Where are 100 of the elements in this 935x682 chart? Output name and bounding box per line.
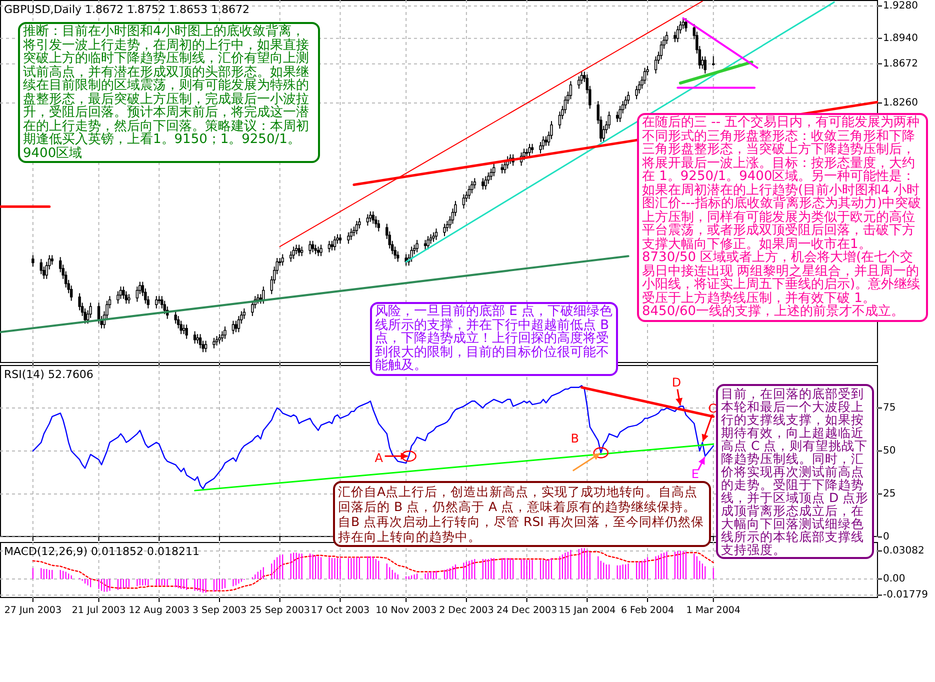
candlestick (618, 105, 622, 123)
candlestick (473, 178, 476, 190)
x-tick-label: 17 Oct 2003 (310, 605, 370, 616)
candlestick (218, 334, 221, 344)
candlestick (643, 67, 646, 84)
x-tick-label: 15 Jan 2004 (558, 605, 616, 616)
candlestick (212, 337, 216, 349)
candlestick (542, 136, 545, 150)
candlestick (396, 250, 400, 262)
candlestick (182, 324, 186, 335)
x-tick-label: 12 Aug 2003 (128, 605, 190, 616)
x-tick-label: 25 Sep 2003 (250, 605, 310, 616)
candlestick (468, 185, 471, 200)
x-tick-label: 3 Sep 2003 (192, 605, 247, 616)
candlestick (128, 294, 130, 304)
candlestick (119, 286, 122, 300)
candlestick (292, 246, 295, 260)
candlestick (242, 308, 246, 320)
candlestick (578, 76, 580, 90)
candlestick (608, 111, 610, 130)
candlestick (204, 340, 208, 353)
candlestick (294, 244, 298, 255)
candlestick (482, 178, 484, 190)
candlestick (237, 316, 240, 333)
candlestick (180, 320, 182, 335)
candlestick (426, 236, 430, 250)
candlestick (124, 290, 128, 304)
candlestick (163, 300, 166, 315)
candlestick (355, 220, 358, 235)
candlestick (328, 240, 331, 253)
candlestick (372, 210, 375, 224)
candlestick (330, 240, 334, 251)
annotation: A (374, 451, 384, 466)
y-tick-label: 1.8260 (883, 97, 918, 108)
annotation: B (570, 432, 579, 446)
candlestick (665, 31, 668, 45)
candlestick (193, 330, 196, 344)
chart-title: RSI(14) 52.7606 (4, 368, 94, 381)
candlestick (490, 168, 492, 181)
candlestick (196, 334, 199, 344)
candlestick (320, 244, 322, 257)
candlestick (262, 286, 265, 304)
text: 目前，在回落的底部受到本轮和最后一个大波段上行的支撑线支撑，如果按期待有效，向上超越临近高点 C 点，则有望挑战下降趋势压制线。同时，汇价将实现再次测试前高点的走势。受阻于下降趋势线，并于区域顶点 D 点形成顶背离形态成立后，在大幅向下回落测试细绿色线所示的本轮底部支撑线支持强度。 (721, 386, 869, 557)
candlestick (374, 216, 378, 228)
candlestick (369, 210, 372, 222)
candlestick (410, 246, 413, 262)
candlestick (316, 246, 320, 257)
candlestick (251, 300, 254, 317)
candlestick (446, 220, 449, 232)
annotation: C (708, 401, 717, 416)
candlestick (434, 228, 438, 240)
candlestick (298, 244, 300, 257)
annotation: D (672, 375, 682, 390)
candlestick (366, 214, 370, 226)
candlestick (503, 160, 506, 174)
candlestick (377, 219, 380, 232)
text: 在随后的三 -- 五个交易日内，有可能发展为两种不同形式的三角形盘整形态：收敛三角形和下降三角形盘整形态，当突破上方下降趋势压制后，将展开最后一波上涨。目标：按形态量度，大约在 1。9250/1。9400区域。另一种可能性是：如果在周初潜在的上行趋势(目前小时图和4 小时图汇价---指标的底收敛背离形态为其动力)中突破上方压制，同样有可能发展为类似于欧元的高位平台震荡，或者形成双顶受阻后回落，击破下方支撑大幅向下修正。如果周一收市在1。8730/50 区域或者上方，机会将大增(在七个交易日中接连出现 两组黎明之星组合，并且周一的小阳线，将证实上周五下垂线的启示)。意外继续受压于上方趋势线压制，并有效下破 1。8450/60一线的支撑，上述的前景才不成立。 (642, 115, 922, 319)
candlestick (484, 176, 488, 190)
candlestick (528, 143, 531, 157)
candlestick (654, 56, 658, 74)
candlestick (185, 324, 188, 340)
candlestick (220, 330, 224, 342)
text: 推断：目前在小时图和4小时图上的底收敛背离，将引发一波上行走势，在周初的上行中，如果直接突破上方的临时下降趋势压制线，汇价有望向上测试前高点，并有潜在形成双顶的头部形态。如果继续在目前限制的区域震荡，则有可能发展为特殊的盘整形态，最后突破上方压制，完成最后一小波拉升，受阻后回落。预计本周末前后，将完成这一潜在的上行走势，然后向下回落。策略建议：本周初期逢低买入英镑，上看1。9150；1。9250/1。9400区域 (23, 24, 309, 160)
candlestick (432, 232, 435, 242)
candlestick (404, 254, 408, 266)
candlestick (314, 244, 317, 255)
chart-title: GBPUSD,Daily 1.8672 1.8752 1.8653 1.8672 (4, 3, 250, 16)
candlestick (281, 254, 284, 266)
candlestick (32, 254, 34, 268)
candlestick (224, 326, 226, 340)
y-tick-label: 1.9280 (883, 0, 918, 12)
candlestick (676, 25, 680, 43)
candlestick (136, 286, 139, 302)
candlestick (198, 334, 202, 349)
y-tick-label: 1.8672 (883, 58, 918, 70)
candlestick (569, 80, 572, 100)
candlestick (300, 246, 304, 257)
candlestick (232, 320, 235, 335)
annotation: E (691, 467, 699, 482)
y-tick-label: 50 (883, 446, 896, 456)
x-tick-label: 27 Jun 2003 (4, 605, 62, 616)
y-tick-label: 1.8940 (883, 32, 918, 44)
annotation: 风险，一旦目前的底部 E 点，下破细绿色线所示的支撑，并在下行中超越前低点 B 点，下降趋势成立！上行回探的高度将受到很大的限制，目前的目标价位很可能不能触及。 (370, 302, 618, 376)
y-tick-label: 0.03082 (883, 545, 924, 556)
x-tick-label: 1 Mar 2004 (686, 605, 740, 616)
candlestick (626, 91, 630, 104)
x-tick-label: 21 Jul 2003 (72, 605, 126, 616)
y-tick-label: 0 (883, 532, 890, 542)
chart-title: MACD(12,26,9) 0.011852 0.018211 (4, 545, 200, 558)
y-tick-label: 75 (883, 402, 896, 414)
candlestick (500, 163, 504, 174)
candlestick (50, 254, 54, 266)
x-tick-label: 24 Dec 2003 (496, 605, 558, 616)
candlestick (338, 234, 342, 244)
y-tick-label: -0.01779 (883, 590, 928, 601)
candlestick (635, 85, 638, 100)
y-tick-label: 0.00 (883, 574, 906, 584)
candlestick (234, 320, 238, 333)
candlestick (660, 40, 663, 60)
candlestick (40, 258, 43, 275)
